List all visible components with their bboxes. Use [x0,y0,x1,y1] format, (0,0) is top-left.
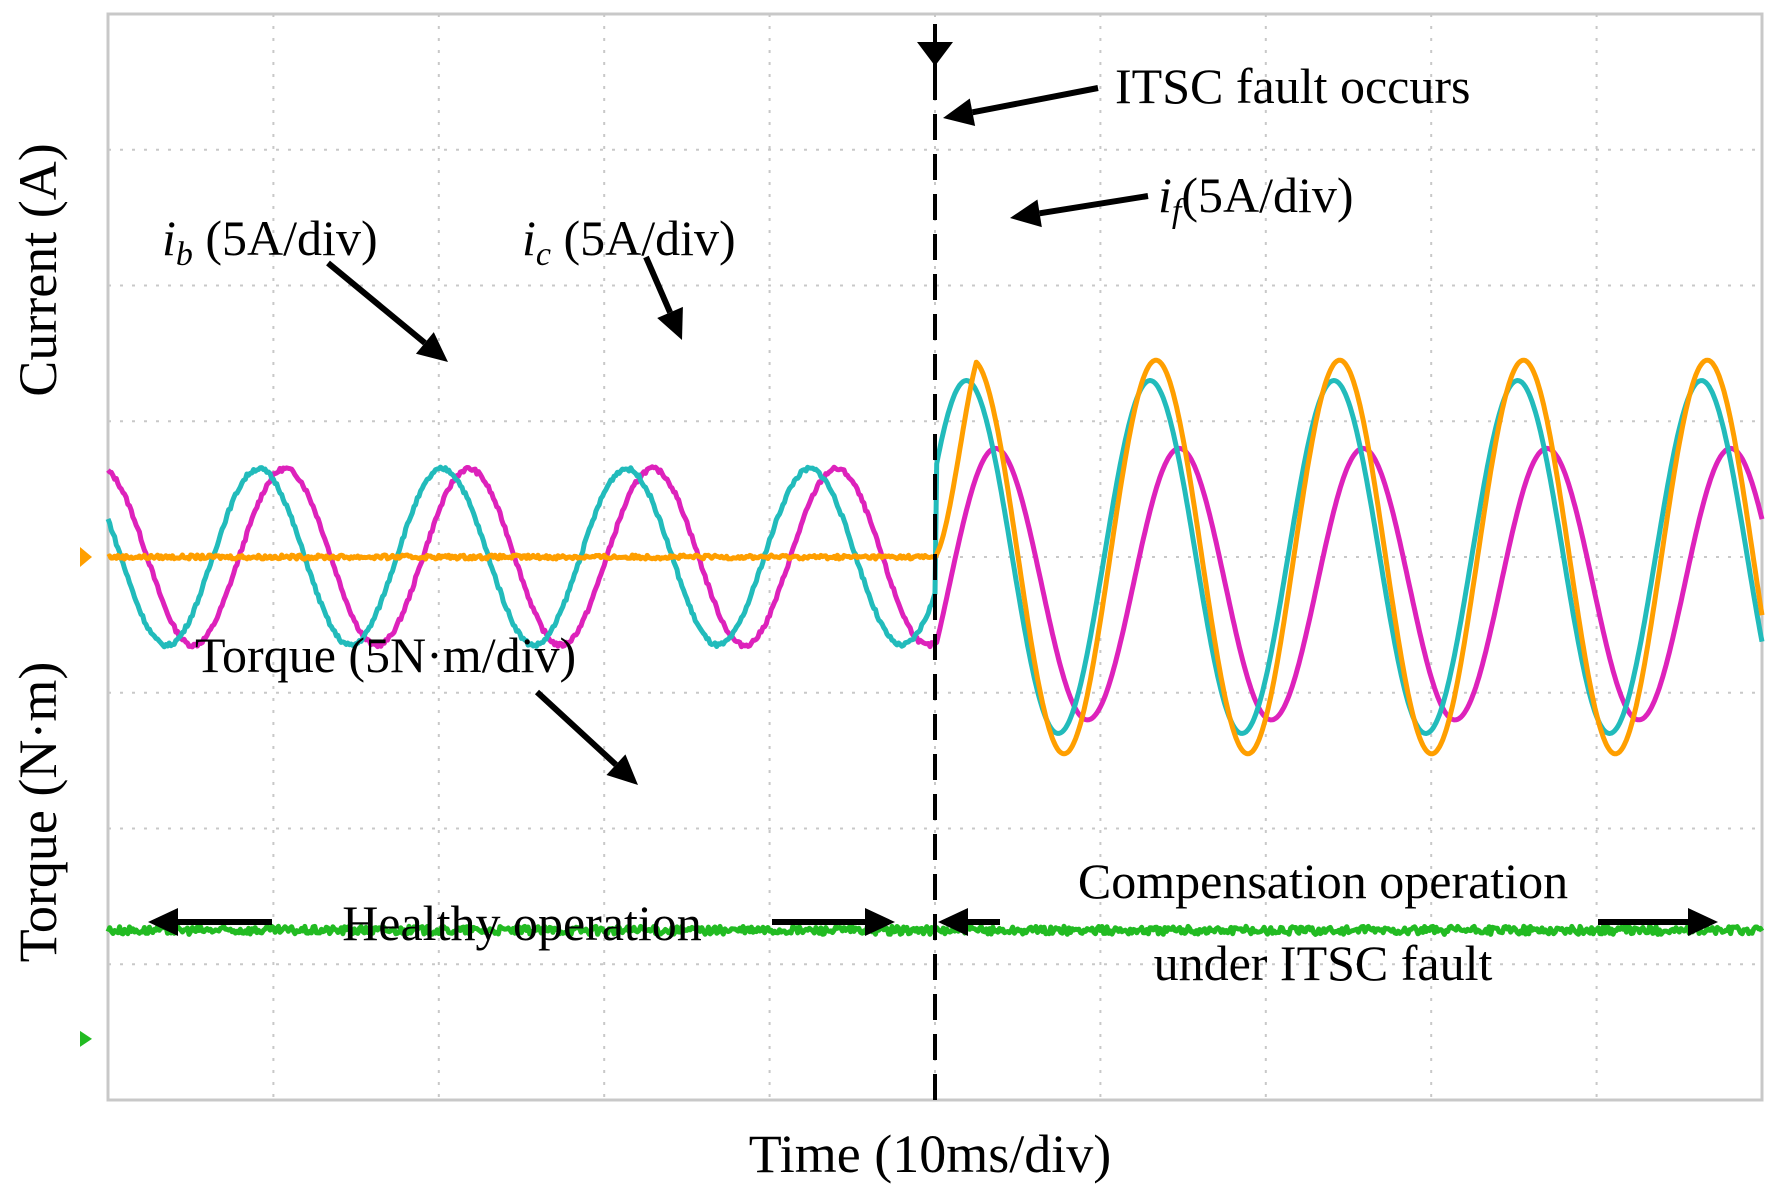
annotation-fault: ITSC fault occurs [1115,58,1470,114]
series-label-ib: ib (5A/div) [162,210,378,273]
arrow-fault-shaft [971,85,1099,116]
series-label-torque: Torque (5N·m/div) [195,627,576,683]
annotation-compensation-line2: under ITSC fault [1154,935,1493,991]
arrow-ic-head [657,306,683,340]
annotation-arrows [148,85,1718,936]
ground-marker-current [80,547,92,567]
arrow-torque-head [606,754,638,785]
trace-i_c [105,378,1765,736]
arrow-compensation-left-head [938,908,968,936]
arrow-ib-shaft [326,260,427,346]
arrow-if-shaft [1039,193,1149,217]
arrow-healthy-right-head [865,908,895,936]
arrow-ib-head [415,332,448,362]
annotation-compensation-line1: Compensation operation [1078,853,1568,909]
fault-marker [917,24,953,1100]
y-axis-label-current: Current (A) [8,143,68,396]
ground-marker-torque [80,1030,92,1047]
arrow-ic-shaft [643,255,673,314]
series-label-if: if(5A/div) [1158,167,1354,230]
y-axis-label-torque: Torque (N·m) [8,662,68,963]
arrow-if-head [1010,199,1042,228]
arrow-compensation-right-head [1688,908,1718,936]
arrow-fault-head [943,98,976,127]
x-axis-label: Time (10ms/div) [749,1124,1112,1184]
annotation-healthy: Healthy operation [342,895,702,951]
arrow-healthy-left-head [148,908,178,936]
series-label-ic: ic (5A/div) [522,210,736,273]
arrow-torque-shaft [534,689,618,767]
